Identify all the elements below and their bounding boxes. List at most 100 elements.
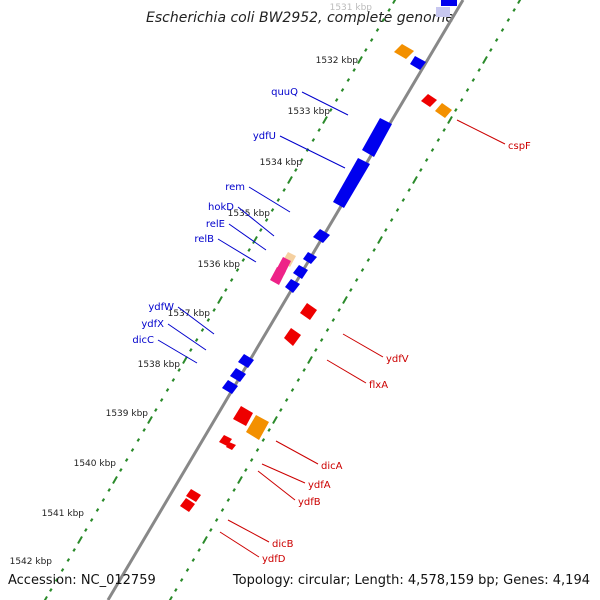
gene-label-relB[interactable]: relB	[194, 234, 214, 245]
gene-arrow[interactable]	[410, 56, 426, 70]
gene-arrow[interactable]	[303, 252, 317, 264]
tick-mark	[369, 38, 374, 42]
gene-arrow[interactable]	[180, 498, 195, 512]
tick-mark	[244, 468, 248, 472]
scale-label: 1539 kbp	[106, 409, 149, 419]
tick-mark	[168, 596, 173, 600]
gene-label-rem[interactable]: rem	[225, 182, 245, 193]
tick-mark	[264, 218, 269, 222]
tick-mark	[372, 248, 376, 252]
gene-label-relE[interactable]: relE	[206, 219, 225, 230]
gene-label-dicB[interactable]: dicB	[272, 539, 294, 550]
tick-mark	[346, 78, 351, 82]
tick-mark	[442, 128, 446, 132]
gene-block[interactable]	[270, 267, 286, 285]
tick-mark	[259, 228, 263, 232]
tick-mark	[392, 0, 397, 4]
tick-mark	[171, 378, 176, 382]
tick-mark	[267, 428, 271, 432]
gene-arrow[interactable]	[313, 229, 330, 243]
inner-tick-track	[43, 0, 397, 600]
accession-text: Accession: NC_012759	[8, 573, 156, 588]
leader-line	[219, 531, 260, 558]
tick-mark	[232, 488, 236, 492]
tick-mark	[342, 296, 348, 304]
tick-mark	[517, 0, 522, 4]
label-leader-lines	[157, 91, 506, 558]
tick-mark	[119, 468, 123, 472]
gene-features	[180, 0, 457, 512]
tick-mark	[282, 188, 286, 192]
tick-mark	[384, 228, 388, 232]
tick-mark	[124, 458, 129, 462]
tick-mark	[43, 596, 48, 600]
gene-label-ydfB[interactable]: ydfB	[298, 497, 321, 508]
leader-line	[217, 238, 257, 263]
gene-arrow[interactable]	[394, 44, 414, 59]
gene-labels: quuQ ydfU rem hokD relE relB ydfW ydfX dicC cspF y…	[132, 87, 531, 565]
scale-label: 1537 kbp	[168, 309, 211, 319]
gene-label-hokD[interactable]: hokD	[208, 202, 234, 213]
gene-arrow[interactable]	[333, 158, 370, 208]
tick-mark	[401, 198, 406, 202]
leader-line	[257, 470, 296, 501]
tick-mark	[229, 278, 234, 282]
tick-mark	[209, 528, 213, 532]
gene-label-dicA[interactable]: dicA	[321, 461, 343, 472]
scale-labels: 1531 kbp 1532 kbp 1533 kbp 1534 kbp 1535 kbp…	[10, 3, 373, 567]
gene-label-dicC[interactable]: dicC	[132, 335, 154, 346]
scale-label: 1541 kbp	[42, 509, 85, 519]
gene-arrow[interactable]	[238, 354, 254, 368]
tick-mark	[352, 68, 356, 72]
gene-label-ydfW[interactable]: ydfW	[148, 302, 174, 313]
gene-block[interactable]	[441, 0, 457, 6]
gene-label-cspF[interactable]: cspF	[508, 141, 531, 152]
gene-arrow[interactable]	[233, 406, 253, 426]
gene-label-ydfU[interactable]: ydfU	[253, 131, 276, 142]
tick-mark	[331, 318, 336, 322]
gene-arrow[interactable]	[186, 489, 201, 502]
tick-mark	[334, 98, 339, 102]
tick-mark	[314, 348, 318, 352]
tick-mark	[185, 568, 190, 572]
gene-arrow[interactable]	[285, 279, 300, 293]
tick-mark	[142, 428, 146, 432]
tick-mark	[279, 408, 283, 412]
gene-block[interactable]	[436, 7, 450, 17]
gene-block[interactable]	[246, 415, 269, 440]
gene-arrow[interactable]	[226, 442, 236, 450]
gene-arrow[interactable]	[293, 265, 308, 279]
tick-mark	[224, 288, 228, 292]
gene-arrow[interactable]	[222, 380, 238, 394]
gene-label-quuQ[interactable]: quuQ	[271, 87, 298, 98]
gene-arrow[interactable]	[435, 103, 452, 118]
gene-label-ydfD[interactable]: ydfD	[262, 554, 286, 565]
gene-arrow[interactable]	[300, 303, 317, 320]
leader-line	[261, 463, 306, 484]
gene-label-ydfX[interactable]: ydfX	[141, 319, 164, 330]
tick-mark	[299, 158, 304, 162]
leader-line	[456, 119, 506, 145]
scale-label: 1540 kbp	[74, 459, 117, 469]
tick-mark	[447, 116, 453, 124]
tick-mark	[182, 356, 188, 364]
topology-text: Topology: circular; Length: 4,578,159 bp…	[232, 573, 590, 588]
gene-arrow[interactable]	[421, 94, 437, 107]
gene-arrow[interactable]	[362, 118, 392, 157]
gene-label-ydfA[interactable]: ydfA	[308, 480, 331, 491]
tick-mark	[471, 78, 476, 82]
tick-mark	[340, 88, 345, 92]
tick-mark	[459, 98, 464, 102]
tick-mark	[200, 328, 205, 332]
tick-mark	[412, 176, 418, 184]
tick-mark	[430, 148, 435, 152]
scale-label: 1536 kbp	[198, 260, 241, 270]
gene-arrow[interactable]	[230, 368, 246, 382]
tick-mark	[206, 318, 211, 322]
tick-mark	[226, 498, 231, 502]
tick-mark	[202, 536, 208, 544]
gene-label-flxA[interactable]: flxA	[369, 380, 388, 391]
gene-label-ydfV[interactable]: ydfV	[386, 354, 409, 365]
tick-mark	[147, 416, 153, 424]
gene-arrow[interactable]	[284, 328, 301, 346]
